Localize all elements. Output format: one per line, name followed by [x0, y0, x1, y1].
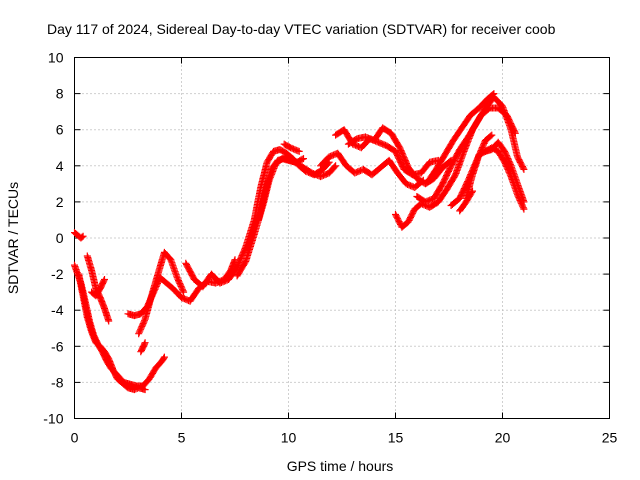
data-point — [520, 205, 528, 213]
data-point — [489, 91, 497, 98]
y-tick-label: 0 — [56, 230, 64, 246]
series-1 — [71, 229, 87, 242]
data-point — [105, 317, 113, 325]
y-tick-label: 8 — [56, 86, 64, 102]
data-point — [141, 386, 149, 394]
data-point — [488, 131, 496, 139]
y-tick-label: -4 — [51, 302, 64, 318]
x-tick-label: 20 — [495, 430, 511, 446]
y-tick-label: -10 — [43, 411, 63, 427]
data-point — [332, 162, 340, 170]
data-point — [78, 233, 86, 241]
data-point — [160, 353, 168, 361]
y-tick-label: 2 — [56, 194, 64, 210]
series-17 — [413, 93, 528, 206]
data-point — [295, 147, 303, 155]
data-point — [519, 204, 527, 212]
series-5 — [88, 276, 108, 300]
x-tick-label: 5 — [178, 430, 186, 446]
data-point — [101, 276, 108, 283]
y-tick-label: 10 — [48, 50, 64, 66]
data-point — [490, 90, 498, 98]
series-7 — [135, 248, 188, 338]
x-tick-label: 15 — [388, 430, 404, 446]
data-point — [298, 155, 306, 163]
y-tick-label: -6 — [51, 338, 64, 354]
chart-title: Day 117 of 2024, Sidereal Day-to-day VTE… — [47, 21, 556, 37]
series-8 — [137, 339, 149, 356]
x-axis-label: GPS time / hours — [287, 458, 394, 474]
data-point — [520, 165, 528, 173]
data-point — [100, 277, 108, 285]
x-tick-label: 25 — [602, 430, 618, 446]
data-point — [468, 188, 476, 196]
data-point — [508, 176, 516, 184]
y-tick-label: 4 — [56, 158, 64, 174]
data-markers — [71, 90, 528, 394]
y-tick-label: 6 — [56, 122, 64, 138]
series-11 — [255, 155, 307, 224]
data-point — [141, 339, 149, 347]
y-tick-label: -8 — [51, 374, 64, 390]
data-point — [511, 185, 519, 193]
series-18 — [424, 90, 498, 186]
data-point — [79, 232, 87, 240]
series-12 — [280, 140, 303, 155]
series-15 — [344, 124, 455, 188]
y-axis-label: SDTVAR / TECUs — [5, 182, 21, 294]
data-point — [519, 164, 527, 172]
x-tick-label: 10 — [281, 430, 297, 446]
data-point — [300, 155, 307, 163]
series-21 — [481, 144, 528, 213]
y-tick-label: -2 — [51, 266, 64, 282]
data-point — [469, 187, 476, 195]
series-13 — [317, 149, 427, 191]
axis-ticks: 0 5 10 15 20 25 -10 -8 -6 -4 -2 0 2 4 6 8 10 — [43, 50, 617, 446]
x-tick-label: 0 — [71, 430, 79, 446]
series-3 — [75, 270, 149, 394]
data-point — [180, 288, 188, 296]
data-point — [160, 354, 168, 362]
data-point — [331, 163, 339, 171]
series-22 — [456, 187, 476, 215]
data-point — [487, 132, 495, 140]
grid — [74, 57, 610, 419]
